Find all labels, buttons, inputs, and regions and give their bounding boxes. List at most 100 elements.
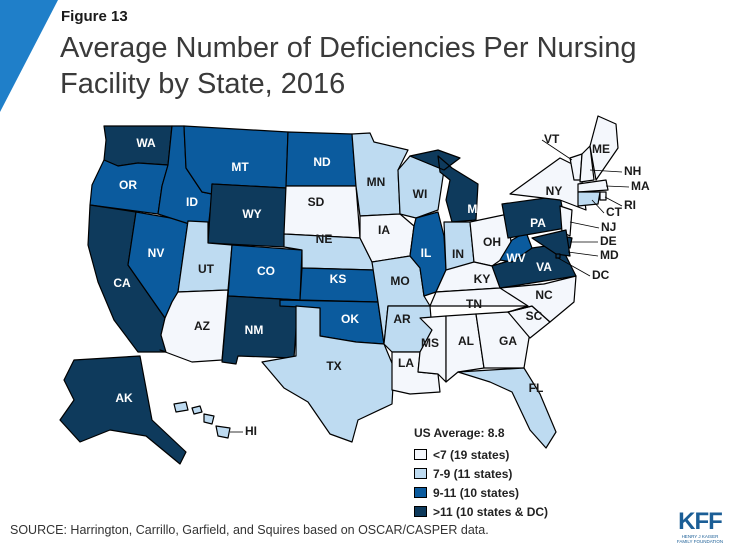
state-fl [457,367,557,449]
state-label-ar: AR [393,312,411,326]
state-dc [555,253,561,259]
state-nj [559,205,573,237]
state-md [531,229,571,257]
legend: US Average: 8.8 <7 (19 states) 7-9 (11 s… [414,426,548,521]
legend-label-mid-high: 9-11 (10 states) [433,485,520,500]
state-label-mi: MI [467,202,480,216]
state-label-sd: SD [308,195,325,209]
state-label-tn: TN [466,297,482,311]
source-note: SOURCE: Harrington, Carrillo, Garfield, … [10,523,489,537]
legend-swatch-mid-low [414,468,427,479]
state-label-ma: MA [631,179,650,193]
state-label-ny: NY [546,184,563,198]
state-label-hi: HI [245,424,257,438]
legend-label-low: <7 (19 states) [433,447,510,462]
legend-label-high: >11 (10 states & DC) [433,504,549,519]
state-label-id: ID [186,195,198,209]
state-label-nj: NJ [601,220,616,234]
state-label-oh: OH [483,235,501,249]
state-label-ut: UT [198,262,215,276]
state-ct [577,191,601,207]
leader-line-ct [591,199,605,214]
page-title: Average Number of Deficiencies Per Nursi… [60,32,637,100]
leader-line-ri [604,196,623,207]
state-label-va: VA [536,260,552,274]
state-il [409,211,447,297]
state-label-mo: MO [390,274,409,288]
leader-line-nh [589,169,623,173]
state-label-ok: OK [341,312,359,326]
state-label-la: LA [398,356,414,370]
logo-wordmark: KFF [678,508,723,535]
state-label-mn: MN [367,175,386,189]
legend-swatch-high [414,506,427,517]
state-label-nm: NM [245,323,264,337]
state-label-tx: TX [326,359,341,373]
state-label-wv: WV [506,251,525,265]
state-label-nd: ND [313,155,331,169]
state-label-wi: WI [413,187,428,201]
state-label-nv: NV [148,246,165,260]
state-label-ks: KS [330,272,347,286]
state-nh [579,145,595,183]
state-nc [499,275,577,323]
state-label-or: OR [119,178,137,192]
corner-accent [0,0,58,112]
state-label-al: AL [458,334,474,348]
state-label-ne: NE [316,232,333,246]
state-label-de: DE [600,234,617,248]
state-label-fl: FL [529,381,544,395]
state-ak [59,355,187,465]
state-label-wy: WY [242,207,261,221]
state-wv [499,231,533,263]
state-label-ct: CT [606,205,623,219]
logo-line-2: FAMILY FOUNDATION [676,539,724,544]
legend-label-mid-low: 7-9 (11 states) [433,466,513,481]
state-hi [173,401,231,439]
state-ga [475,311,531,369]
figure-label: Figure 13 [61,8,128,25]
state-sd [283,185,361,239]
legend-swatch-mid-high [414,487,427,498]
state-label-pa: PA [530,216,546,230]
legend-item-low: <7 (19 states) [414,445,548,464]
state-me [589,115,619,181]
state-label-sc: SC [526,309,543,323]
state-ri [599,191,607,201]
leader-line-dc [557,257,591,277]
state-label-mt: MT [231,160,249,174]
leader-line-md [567,251,599,257]
logo-line-1: HENRY J KAISER [681,534,719,539]
legend-item-mid-high: 9-11 (10 states) [414,483,548,502]
state-label-in: IN [452,247,464,261]
state-label-az: AZ [194,319,210,333]
state-label-nc: NC [535,288,553,302]
legend-item-high: >11 (10 states & DC) [414,502,548,521]
state-label-ky: KY [474,272,491,286]
state-al [445,313,485,383]
kff-logo: KFF HENRY J KAISER FAMILY FOUNDATION [675,508,725,545]
state-label-ia: IA [378,223,390,237]
state-tx [261,305,395,443]
state-label-ak: AK [115,391,133,405]
state-label-md: MD [600,248,619,262]
state-label-ga: GA [499,334,517,348]
state-label-me: ME [592,142,610,156]
state-ma [577,179,609,193]
state-label-co: CO [257,264,275,278]
state-label-ri: RI [624,198,636,212]
leader-line-nj [569,221,600,229]
leader-line-vt [541,139,573,161]
state-ia [359,213,415,263]
legend-item-mid-low: 7-9 (11 states) [414,464,548,483]
state-label-dc: DC [592,268,610,282]
state-label-il: IL [421,246,432,260]
legend-swatch-low [414,449,427,460]
state-label-wa: WA [136,136,156,150]
state-label-nh: NH [624,164,641,178]
state-label-ms: MS [421,336,439,350]
legend-title: US Average: 8.8 [414,426,505,440]
state-label-ca: CA [113,276,131,290]
leader-line-ma [605,185,630,188]
